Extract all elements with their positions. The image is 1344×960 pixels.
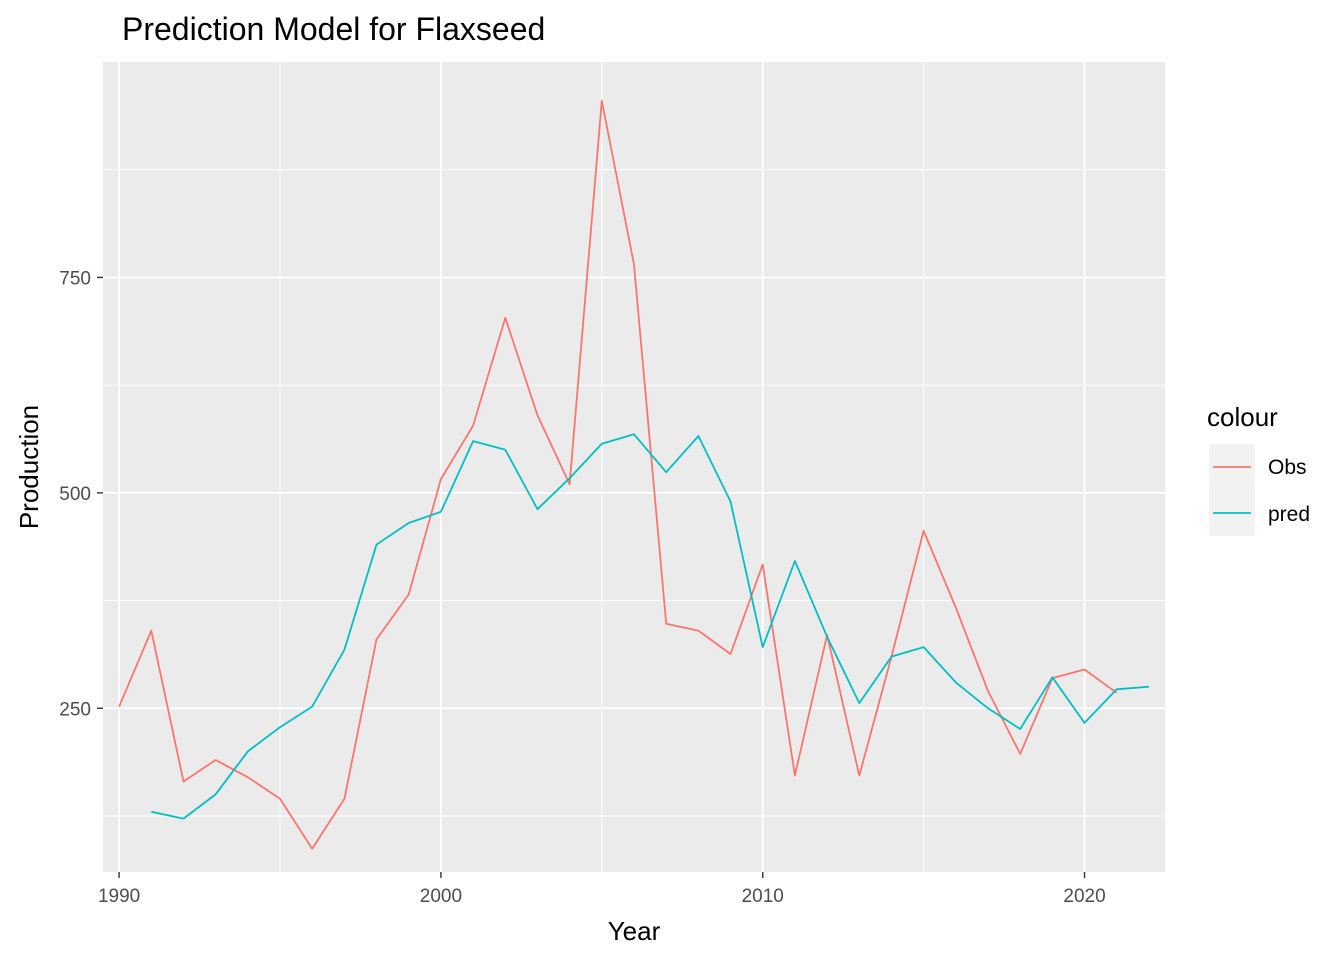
- x-tick-label: 2020: [1063, 886, 1105, 907]
- x-axis-title: Year: [608, 916, 661, 946]
- legend: colour Obs pred: [1207, 402, 1310, 536]
- minor-gridlines: [103, 62, 1165, 872]
- legend-label-pred: pred: [1268, 503, 1310, 526]
- y-axis: 250 500 750: [59, 268, 103, 720]
- y-tick-label: 250: [59, 699, 91, 720]
- series-line-pred: [151, 433, 1149, 820]
- x-axis: 1990 2000 2010 2020: [98, 872, 1106, 907]
- plot-panel: [103, 62, 1165, 872]
- y-axis-title: Production: [14, 405, 44, 529]
- series-line-obs: [118, 99, 1118, 850]
- x-tick-label: 1990: [98, 886, 140, 907]
- x-tick-label: 2000: [420, 886, 462, 907]
- series-layer: [118, 99, 1149, 850]
- x-tick-label: 2010: [742, 886, 784, 907]
- legend-label-obs: Obs: [1268, 456, 1307, 479]
- y-tick-label: 750: [59, 268, 91, 289]
- legend-title: colour: [1207, 402, 1278, 432]
- chart-title: Prediction Model for Flaxseed: [122, 11, 545, 47]
- y-tick-label: 500: [59, 484, 91, 505]
